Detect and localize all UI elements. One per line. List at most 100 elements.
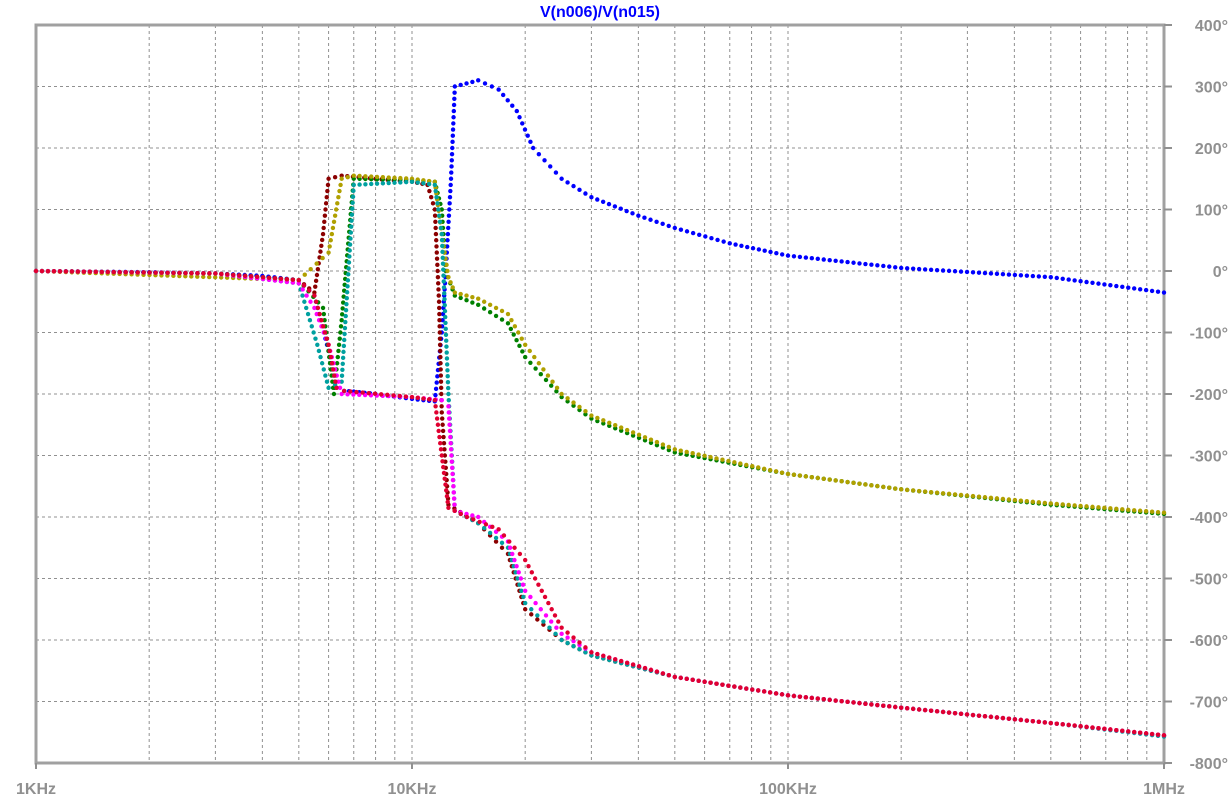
- data-point: [577, 404, 582, 410]
- data-point: [1054, 721, 1059, 726]
- data-point: [630, 433, 636, 438]
- data-point: [654, 219, 659, 224]
- data-point: [839, 479, 844, 484]
- data-point: [195, 274, 200, 279]
- data-point: [601, 421, 606, 426]
- data-point: [869, 262, 874, 267]
- data-point: [440, 428, 446, 434]
- x-tick-label: 100KHz: [759, 781, 817, 798]
- data-point: [360, 390, 365, 395]
- y-tick-label: 300°: [1195, 80, 1228, 97]
- data-point: [444, 338, 449, 343]
- data-point: [333, 379, 338, 384]
- data-point: [159, 270, 164, 275]
- data-point: [189, 274, 194, 279]
- data-point: [183, 270, 188, 276]
- data-point: [1137, 508, 1143, 513]
- data-point: [522, 600, 528, 606]
- data-point: [821, 257, 826, 262]
- data-point: [476, 78, 481, 83]
- data-point: [438, 441, 443, 446]
- data-point: [219, 271, 224, 277]
- data-point: [458, 295, 463, 301]
- data-point: [343, 313, 348, 319]
- data-point: [577, 187, 582, 193]
- data-point: [1084, 279, 1089, 285]
- data-point: [448, 441, 453, 446]
- x-tick-label: 1KHz: [16, 781, 56, 798]
- data-point: [438, 379, 444, 384]
- y-tick-label: -800°: [1190, 756, 1228, 773]
- data-point: [744, 462, 749, 468]
- data-point: [839, 698, 844, 704]
- data-point: [409, 179, 415, 185]
- data-point: [432, 179, 438, 185]
- data-point: [529, 607, 534, 612]
- data-point: [87, 269, 93, 274]
- data-point: [845, 699, 850, 705]
- data-point: [522, 354, 528, 360]
- data-point: [1161, 733, 1167, 738]
- data-point: [324, 336, 330, 341]
- data-point: [314, 272, 320, 278]
- data-point: [93, 269, 99, 275]
- data-point: [398, 175, 403, 181]
- data-point: [624, 208, 629, 214]
- data-point: [312, 290, 317, 295]
- data-point: [708, 680, 713, 685]
- data-point: [982, 495, 988, 500]
- data-point: [290, 277, 296, 282]
- data-point: [507, 545, 513, 550]
- data-point: [863, 482, 868, 487]
- data-point: [577, 647, 582, 652]
- data-point: [803, 474, 809, 479]
- data-point: [435, 268, 440, 274]
- data-point: [976, 713, 982, 718]
- data-point: [300, 287, 305, 292]
- data-point: [489, 84, 495, 89]
- data-point: [875, 483, 880, 489]
- y-tick-label: -200°: [1190, 387, 1228, 404]
- data-point: [733, 242, 738, 247]
- data-point: [437, 318, 442, 323]
- data-point: [415, 180, 420, 185]
- data-point: [779, 692, 785, 697]
- data-point: [147, 270, 152, 275]
- data-point: [505, 321, 511, 326]
- data-point: [1132, 729, 1137, 735]
- data-point: [442, 453, 448, 458]
- data-point: [715, 237, 720, 243]
- data-point: [448, 182, 453, 188]
- data-point: [857, 481, 862, 486]
- data-point: [369, 181, 374, 187]
- data-point: [311, 330, 316, 335]
- data-point: [442, 291, 447, 296]
- data-point: [1042, 500, 1048, 506]
- data-point: [426, 181, 432, 187]
- data-point: [447, 428, 453, 434]
- data-point: [538, 372, 543, 377]
- data-point: [869, 702, 874, 707]
- data-point: [434, 256, 440, 261]
- data-point: [696, 678, 701, 683]
- data-point: [439, 410, 444, 415]
- data-point: [821, 476, 826, 482]
- data-point: [1149, 288, 1155, 294]
- data-point: [529, 612, 534, 617]
- data-point: [797, 473, 803, 478]
- data-point: [493, 313, 499, 319]
- data-point: [1102, 726, 1107, 732]
- data-point: [212, 275, 218, 280]
- data-point: [348, 236, 353, 241]
- data-point: [318, 249, 323, 254]
- data-point: [343, 319, 348, 325]
- data-point: [815, 696, 820, 701]
- data-point: [774, 250, 779, 256]
- data-point: [304, 293, 309, 298]
- data-point: [559, 625, 564, 630]
- data-point: [536, 361, 542, 366]
- data-point: [315, 342, 320, 347]
- data-point: [672, 225, 678, 231]
- data-point: [654, 669, 660, 674]
- data-point: [554, 625, 559, 630]
